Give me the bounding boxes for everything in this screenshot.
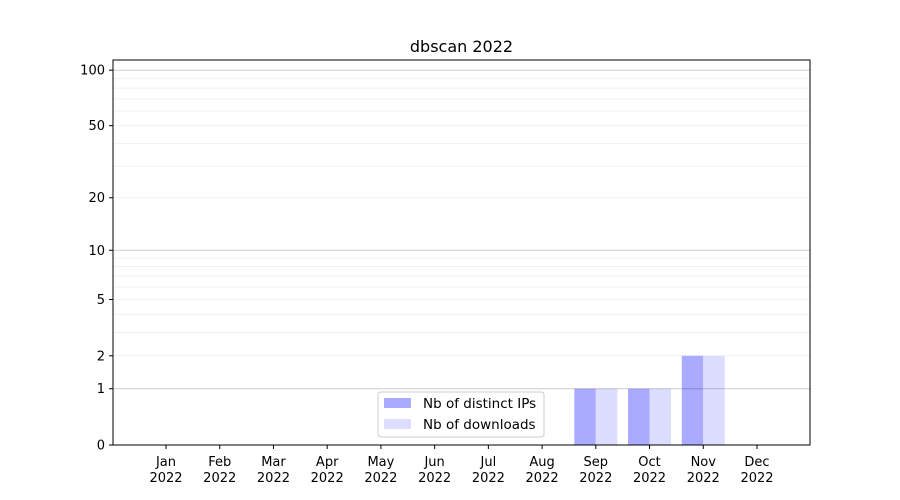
y-tick-label: 2	[97, 349, 105, 364]
legend-swatch-downloads	[384, 419, 411, 429]
x-tick-label: Mar 2022	[257, 455, 290, 486]
bar-distinct-ips	[574, 388, 596, 445]
y-tick-label: 0	[97, 439, 105, 454]
y-tick-label: 20	[88, 191, 105, 206]
bar-distinct-ips	[681, 355, 704, 445]
x-tick-label: Sep 2022	[579, 455, 612, 486]
legend-swatch-distinct-ips	[384, 398, 411, 408]
x-tick-label: Dec 2022	[740, 455, 773, 486]
x-tick-label: Nov 2022	[687, 455, 720, 486]
y-tick-label: 100	[80, 64, 105, 79]
y-tick-label: 1	[97, 382, 105, 397]
x-tick-label: Feb 2022	[203, 455, 236, 486]
x-tick-label: May 2022	[364, 455, 397, 486]
x-tick-label: Jan 2022	[149, 455, 182, 486]
legend-label-distinct-ips: Nb of distinct IPs	[423, 396, 536, 412]
y-tick-label: 10	[88, 244, 105, 259]
y-tick-label: 5	[97, 293, 105, 308]
chart-title: dbscan 2022	[410, 37, 513, 56]
bar-downloads	[595, 388, 618, 445]
bar-downloads	[649, 388, 672, 445]
x-tick-label: Apr 2022	[311, 455, 344, 486]
legend: Nb of distinct IPs Nb of downloads	[377, 391, 545, 438]
x-tick-label: Oct 2022	[633, 455, 666, 486]
legend-label-downloads: Nb of downloads	[423, 417, 536, 433]
x-tick-label: Aug 2022	[526, 455, 559, 486]
bar-downloads	[703, 355, 725, 445]
y-tick-label: 50	[88, 119, 105, 134]
legend-frame	[377, 391, 545, 438]
x-tick-label: Jul 2022	[472, 455, 505, 486]
bar-distinct-ips	[628, 388, 650, 445]
plot-frame	[112, 59, 811, 446]
x-tick-label: Jun 2022	[418, 455, 451, 486]
